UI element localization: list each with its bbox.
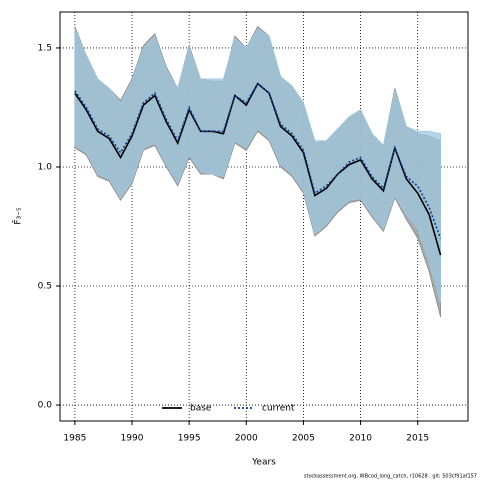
legend-label: current [262,404,295,414]
y-axis-label: F̄₃₋₅ [12,207,24,225]
x-tick-label: 2000 [235,434,258,444]
x-tick-label: 2015 [406,434,429,444]
x-tick-label: 2005 [292,434,315,444]
y-tick-label: 0.5 [38,282,52,292]
x-tick-label: 1995 [178,434,201,444]
x-axis-label: Years [251,458,276,468]
line [74,82,442,256]
plot-frame [59,11,469,422]
caption: stockassessment.org, WBcod_long_catch, r… [304,474,477,480]
y-tick-label: 0.0 [38,401,53,411]
confidence-band [74,28,441,303]
legend-label: base [190,404,212,414]
y-tick-label: 1.5 [38,43,52,53]
x-tick-label: 1985 [63,434,86,444]
x-tick-label: 1990 [121,434,144,444]
x-tick-label: 2010 [349,434,372,444]
y-tick-label: 1.0 [38,162,53,172]
